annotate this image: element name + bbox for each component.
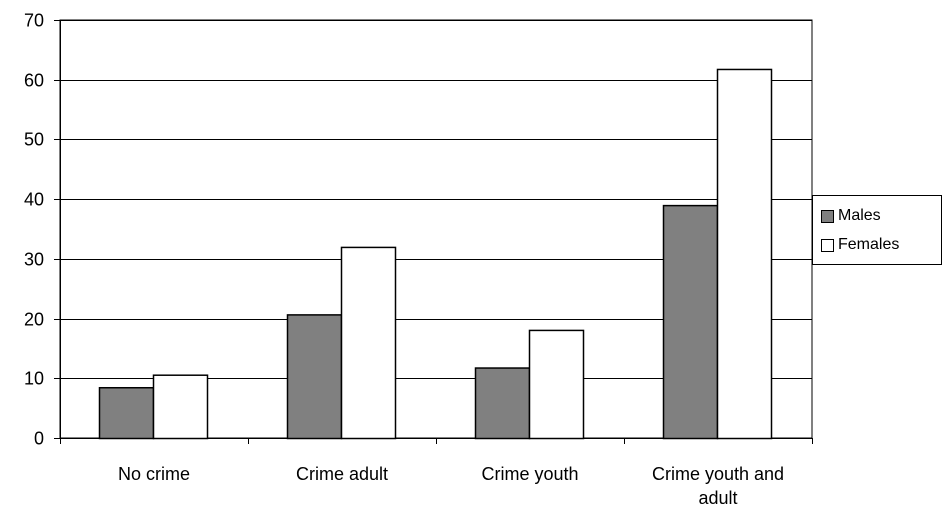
bar-females-2 bbox=[528, 329, 585, 440]
x-tick-label: Crime adult bbox=[296, 464, 388, 484]
legend-item-males: Males bbox=[821, 206, 881, 226]
bar-males-2 bbox=[474, 367, 531, 440]
legend-label-females: Females bbox=[838, 236, 900, 253]
x-tick-label: No crime bbox=[118, 464, 190, 484]
bar-males-1 bbox=[286, 314, 343, 440]
legend-swatch-males bbox=[821, 209, 834, 223]
y-tick-label: 50 bbox=[24, 130, 44, 150]
x-tick-label: Crime youth and bbox=[652, 464, 784, 484]
bars bbox=[98, 68, 773, 440]
axes bbox=[54, 20, 813, 444]
x-tick-label: Crime youth bbox=[481, 464, 578, 484]
bar-females-3 bbox=[716, 68, 773, 440]
bar-males-0 bbox=[98, 386, 155, 440]
y-tick-label: 70 bbox=[24, 11, 44, 31]
bar-females-1 bbox=[340, 246, 397, 440]
y-tick-label: 40 bbox=[24, 190, 44, 210]
y-tick-label: 0 bbox=[34, 429, 44, 449]
bar-females-0 bbox=[152, 374, 209, 440]
bar-males-3 bbox=[662, 204, 719, 440]
y-tick-labels: 0 10 20 30 40 50 60 70 bbox=[24, 11, 44, 449]
x-tick-labels: No crime Crime adult Crime youth Crime yout… bbox=[118, 464, 784, 508]
y-tick-label: 30 bbox=[24, 250, 44, 270]
y-tick-label: 20 bbox=[24, 310, 44, 330]
legend-item-females: Females bbox=[821, 235, 899, 255]
legend-label-males: Males bbox=[838, 207, 881, 224]
legend-swatch-females bbox=[821, 238, 834, 252]
x-tick-label: adult bbox=[698, 488, 737, 508]
legend: Males Females bbox=[812, 195, 942, 265]
y-tick-label: 60 bbox=[24, 71, 44, 91]
y-tick-label: 10 bbox=[24, 369, 44, 389]
